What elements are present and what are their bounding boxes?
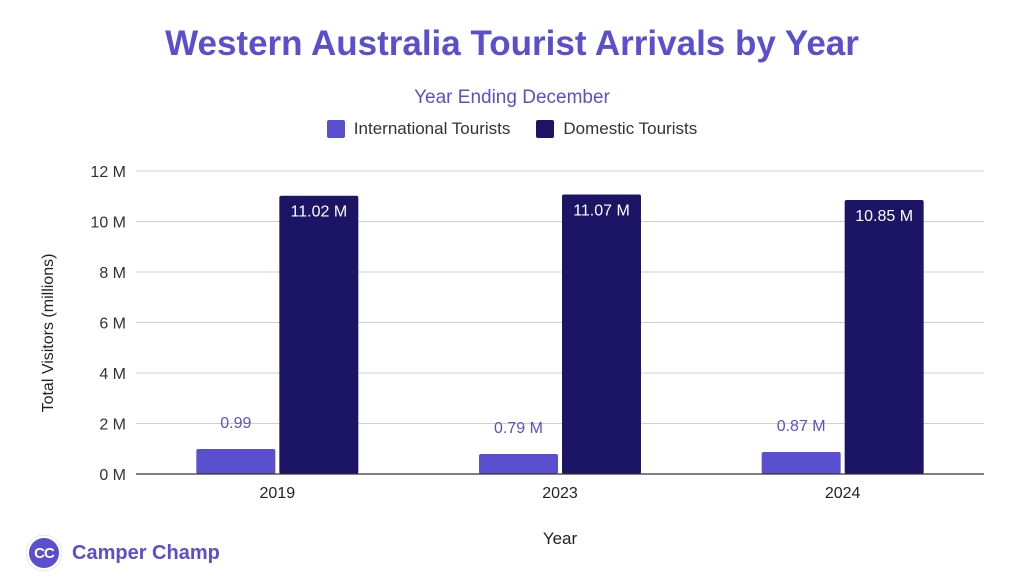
brand: CC Camper Champ	[26, 535, 220, 571]
x-axis-title: Year	[543, 529, 578, 548]
bar-international-2019	[196, 449, 276, 474]
data-label-international-2024: 0.87 M	[777, 418, 826, 435]
y-tick-label-6: 12 M	[90, 164, 126, 181]
y-tick-label-3: 6 M	[99, 316, 126, 333]
data-label-domestic-2019: 11.02 M	[291, 204, 348, 221]
grid-lines	[136, 170, 984, 424]
bar-international-2024	[761, 452, 841, 474]
data-label-international-2019: 0.99	[220, 415, 251, 432]
y-tick-label-1: 2 M	[99, 417, 126, 434]
brand-logo-icon: CC	[26, 535, 62, 571]
data-labels: 0.99 11.02 M 0.79 M 11.07 M 0.87 M 10.85 M	[220, 202, 913, 437]
y-tick-label-0: 0 M	[99, 467, 126, 484]
x-tick-label-2023: 2023	[542, 485, 578, 502]
y-tick-label-4: 8 M	[99, 265, 126, 282]
y-tick-label-2: 4 M	[99, 366, 126, 383]
bar-domestic-2024	[844, 200, 924, 474]
bar-international-2023	[479, 454, 558, 474]
brand-name: Camper Champ	[72, 541, 220, 564]
legend-label-domestic: Domestic Tourists	[563, 119, 698, 138]
bar-domestic-2023	[562, 194, 641, 475]
data-label-domestic-2024: 10.85 M	[855, 208, 913, 225]
y-axis-title: Total Visitors (millions)	[40, 254, 57, 413]
legend-item-international[interactable]: International Tourists	[326, 119, 511, 139]
data-label-domestic-2023: 11.07 M	[573, 202, 630, 219]
bars	[196, 194, 924, 475]
legend-item-domestic[interactable]: Domestic Tourists	[536, 119, 697, 139]
x-tick-label-2019: 2019	[260, 485, 296, 502]
axes: 0 M 2 M 4 M 6 M 8 M 10 M 12 M Total Visitors (m…	[40, 164, 984, 548]
legend-swatch-international	[326, 120, 345, 138]
data-label-international-2023: 0.79 M	[494, 420, 543, 437]
chart-title: Western Australia Tourist Arrivals by Ye…	[165, 24, 859, 63]
chart-subtitle: Year Ending December	[414, 87, 610, 108]
x-tick-label-2024: 2024	[825, 485, 861, 502]
y-tick-label-5: 10 M	[90, 215, 126, 232]
legend-label-international: International Tourists	[353, 119, 511, 138]
bar-domestic-2019	[279, 195, 359, 474]
legend: International Tourists Domestic Tourists	[0, 119, 1024, 139]
legend-swatch-domestic	[536, 120, 555, 138]
